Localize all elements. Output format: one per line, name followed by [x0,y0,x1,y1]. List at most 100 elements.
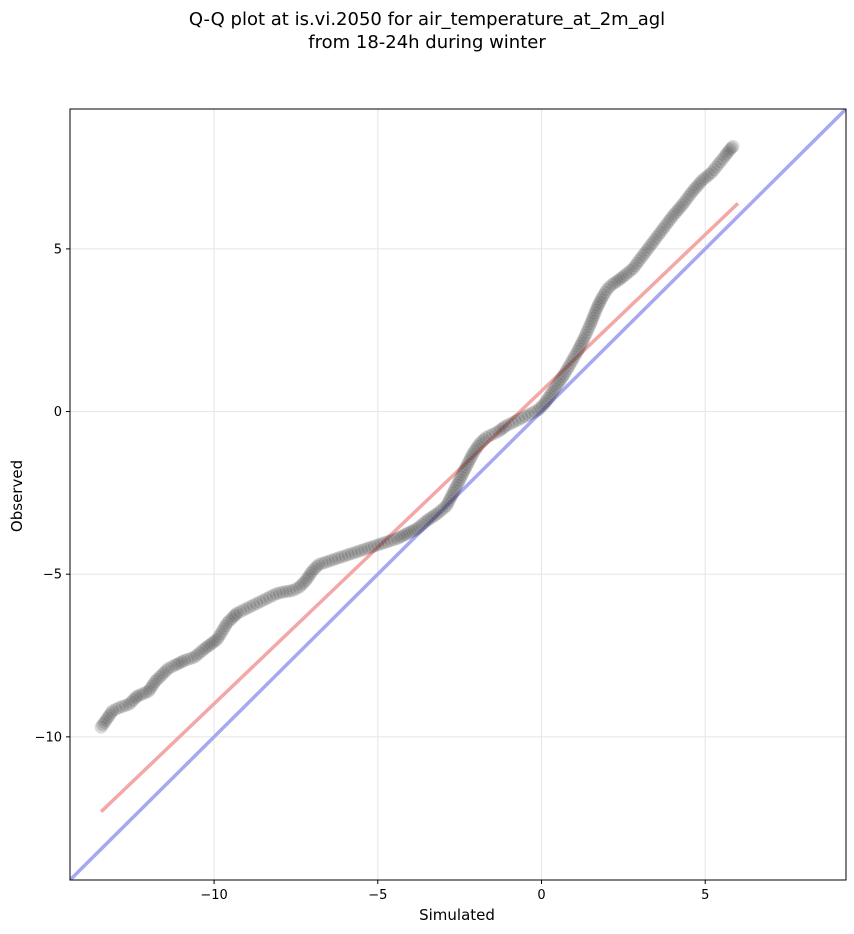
quantile-point [442,494,456,508]
quantile-point [430,507,444,521]
quantile-point [479,431,493,445]
plot-border [69,108,847,881]
quantile-point [546,384,560,398]
quantile-point [297,576,311,590]
quantile-point [446,486,460,500]
quantile-point [97,715,111,729]
quantile-point [246,598,260,612]
quantile-point [685,185,699,199]
quantile-point [667,207,681,221]
quantile-point [593,296,607,310]
quantile-point [112,701,126,715]
quantile-point [571,344,585,358]
quantile-point [602,280,616,294]
quantile-point [589,303,603,317]
quantile-point [711,157,725,171]
quantile-point [315,556,329,570]
quantile-point [538,396,552,410]
quantile-point [533,401,547,415]
quantile-point [724,141,738,155]
quantile-point [305,564,319,578]
quantile-point [273,586,287,600]
quantile-point [644,238,658,252]
quantile-point [415,518,429,532]
quantile-point [652,228,666,242]
quantile-point [467,444,481,458]
quantile-point [564,356,578,370]
quantile-point [348,546,362,560]
axes: −10 −5 0 5 −10 −5 0 5 [35,242,710,903]
y-tick-label: 0 [54,405,62,420]
quantile-point [173,656,187,670]
quantile-point [119,698,133,712]
quantile-point [243,600,257,614]
quantile-point [621,265,635,279]
quantile-point [562,359,576,373]
quantile-point [580,325,594,339]
quantile-point [469,442,483,456]
chart-title: Q-Q plot at is.vi.2050 for air_temperatu… [0,8,854,54]
quantile-point [614,271,628,285]
quantile-point [669,205,683,219]
quantile-point [561,361,575,375]
quantile-point [640,243,654,257]
quantile-point [427,509,441,523]
quantile-point [464,449,478,463]
quantile-point [662,215,676,229]
quantile-point [472,437,486,451]
quantile-point [184,651,198,665]
quantile-point [581,323,595,337]
quantile-point [299,574,313,588]
quantile-point [463,452,477,466]
quantile-point [395,529,409,543]
quantile-point [713,155,727,169]
quantile-point [691,178,705,192]
quantile-point [259,592,273,606]
quantile-point [675,198,689,212]
quantile-point [157,666,171,680]
quantile-point [199,640,213,654]
quantile-point [628,259,642,273]
quantile-point [572,342,586,356]
quantile-point [718,149,732,163]
quantile-point [130,689,144,703]
quantile-point [400,527,414,541]
quantile-point [587,309,601,323]
quantile-point [726,139,740,153]
x-tick-label: 5 [701,888,709,903]
quantile-point [307,562,321,576]
quantile-point [539,394,553,408]
quantile-point [663,212,677,226]
quantile-point [709,160,723,174]
quantile-point [371,538,385,552]
quantile-point [679,193,693,207]
quantile-point [612,273,626,287]
quantile-point [548,382,562,396]
quantile-point [619,268,633,282]
quantile-point [689,180,703,194]
quantile-point [721,145,735,159]
quantile-point [600,283,614,297]
quantile-point [338,549,352,563]
quantile-point [195,644,209,658]
quantile-point [133,688,147,702]
quantile-point [673,200,687,214]
quantile-point [279,585,293,599]
quantile-point [420,514,434,528]
quantile-point [577,331,591,345]
quantile-point [624,263,638,277]
quantile-point [574,337,588,351]
quantile-point [681,190,695,204]
quantile-point [276,585,290,599]
quantile-point [466,447,480,461]
quantile-point [364,540,378,554]
quantile-point [508,414,522,428]
quantile-point [143,682,157,696]
quantile-point [556,370,570,384]
quantile-point [441,496,455,510]
quantile-point [695,174,709,188]
quantile-point [605,278,619,292]
quantile-point [101,711,115,725]
quantile-point [128,691,142,705]
quantile-point [551,377,565,391]
